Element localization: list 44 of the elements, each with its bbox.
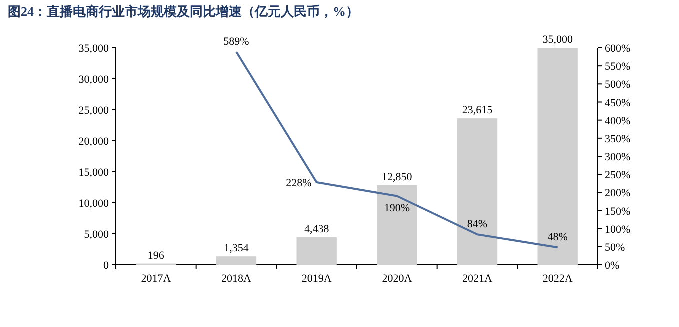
chart-title: 图24：直播电商行业市场规模及同比增速（亿元人民币，%） (8, 4, 359, 19)
x-tick-label: 2020A (382, 273, 412, 285)
y2-tick-label: 250% (605, 170, 631, 182)
y-tick-label: 35,000 (78, 43, 110, 55)
y2-tick-label: 500% (605, 79, 631, 92)
data-label: 48% (548, 232, 568, 244)
data-label: 12,850 (382, 171, 413, 184)
y-tick-label: 10,000 (78, 198, 110, 210)
x-tick-label: 2021A (462, 273, 493, 285)
y2-tick-label: 400% (605, 115, 631, 128)
bar (538, 48, 578, 265)
y2-tick-label: 350% (605, 133, 631, 146)
bar (296, 237, 337, 265)
data-label: 84% (467, 218, 488, 231)
data-label: 23,615 (462, 104, 494, 117)
y2-tick-label: 450% (605, 97, 631, 110)
data-label: 228% (286, 178, 312, 190)
data-label: 35,000 (542, 34, 574, 46)
y2-tick-label: 550% (605, 61, 631, 74)
data-label: 190% (384, 202, 410, 214)
y-tick-label: 0 (104, 260, 110, 272)
y2-tick-label: 200% (605, 188, 631, 200)
y2-tick-label: 150% (605, 206, 631, 218)
y2-tick-label: 0% (605, 260, 620, 272)
y-tick-label: 20,000 (78, 136, 110, 148)
x-tick-label: 2019A (302, 273, 332, 285)
y2-tick-label: 100% (605, 224, 631, 236)
data-label: 4,438 (304, 223, 330, 236)
data-label: 589% (224, 36, 250, 48)
bar (216, 256, 257, 265)
data-label: 1,354 (224, 242, 250, 255)
y2-tick-label: 300% (605, 152, 631, 164)
y-tick-label: 30,000 (78, 74, 110, 86)
y2-tick-label: 600% (605, 43, 631, 55)
y-tick-label: 5,000 (84, 229, 110, 241)
x-tick-label: 2017A (141, 273, 172, 285)
x-tick-label: 2018A (222, 273, 252, 285)
y-tick-label: 25,000 (78, 105, 110, 117)
y2-tick-label: 50% (605, 242, 626, 254)
bar (457, 118, 498, 265)
y-tick-label: 15,000 (78, 167, 110, 179)
data-label: 196 (148, 250, 165, 262)
x-tick-label: 2022A (542, 273, 573, 285)
bar (377, 185, 418, 265)
